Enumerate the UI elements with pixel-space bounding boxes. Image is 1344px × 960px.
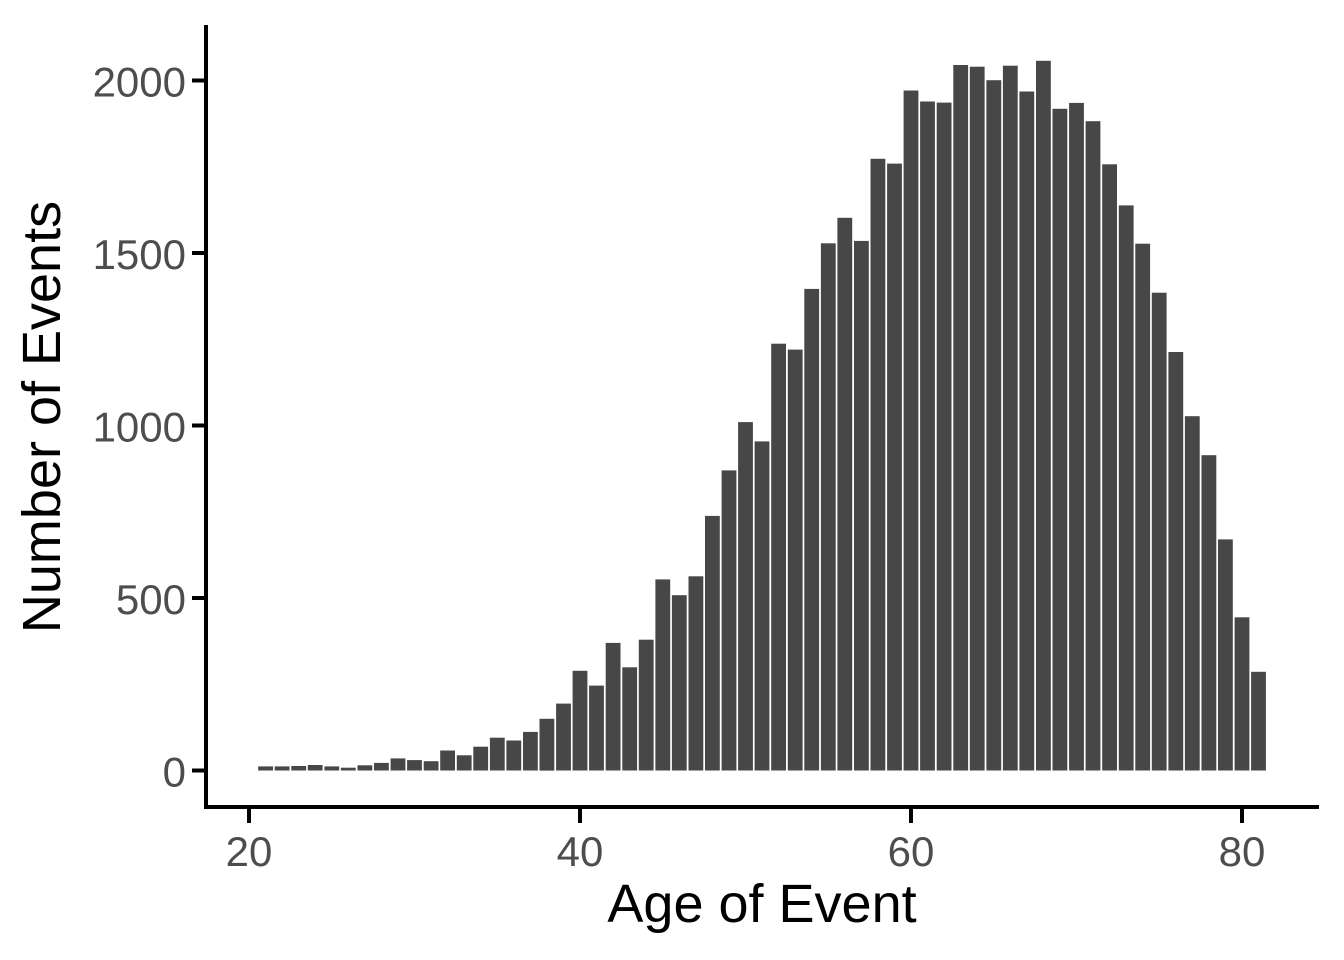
histogram-bar: [622, 667, 638, 771]
x-tick-label: 40: [557, 828, 604, 875]
histogram-bar: [638, 639, 654, 771]
y-tick-mark: [192, 251, 204, 255]
histogram-bar: [1218, 539, 1233, 771]
histogram-bar: [1052, 108, 1068, 771]
histogram-bar: [506, 740, 522, 771]
x-tick-mark: [909, 809, 913, 823]
axis-lines-group: [204, 25, 1319, 809]
histogram-bar: [456, 755, 472, 771]
histogram-bar: [489, 737, 505, 771]
histogram-bar: [340, 767, 356, 771]
histogram-bar: [589, 685, 604, 771]
histogram-bar: [1184, 416, 1200, 771]
bars-group: [258, 60, 1266, 771]
histogram-bar: [671, 595, 687, 771]
histogram-bar: [705, 515, 720, 771]
histogram-bar: [837, 217, 853, 771]
histogram-bar: [258, 766, 273, 771]
histogram-bar: [804, 288, 820, 771]
x-axis-line: [204, 805, 1319, 809]
y-tick-label: 2000: [93, 59, 186, 106]
histogram-bar: [1234, 617, 1250, 771]
y-tick-label: 1500: [93, 231, 186, 278]
tick-marks-group: [192, 78, 1244, 823]
histogram-bar: [324, 766, 340, 771]
histogram-bar: [1201, 455, 1217, 771]
histogram-bar: [903, 90, 919, 771]
histogram-bar: [539, 718, 555, 771]
y-axis-title: Number of Events: [12, 201, 72, 633]
x-tick-mark: [578, 809, 582, 823]
y-tick-label: 500: [116, 576, 186, 623]
histogram-bar: [688, 576, 704, 771]
histogram-bar: [1036, 60, 1051, 771]
histogram-bar: [721, 470, 737, 771]
histogram-bar: [1069, 102, 1084, 771]
y-tick-mark: [192, 596, 204, 600]
tick-labels-group: 20 40 60 80 0 500 1000 1500 2000: [93, 59, 1266, 876]
histogram-bar: [423, 761, 439, 771]
histogram-bar: [920, 101, 935, 771]
histogram-bar: [1002, 65, 1018, 771]
histogram-bar: [1019, 91, 1035, 771]
histogram-bar: [374, 762, 389, 771]
x-tick-mark: [247, 809, 251, 823]
histogram-bar: [655, 579, 671, 771]
histogram-bar: [407, 760, 422, 771]
x-tick-mark: [1240, 809, 1244, 823]
y-tick-mark: [192, 768, 204, 773]
histogram-bar: [1151, 292, 1167, 771]
histogram-bar: [1085, 121, 1101, 771]
y-tick-mark: [192, 78, 204, 83]
histogram-bar: [870, 158, 886, 771]
histogram-bar: [1135, 243, 1151, 771]
histogram-bar: [738, 422, 753, 771]
histogram-bar: [307, 765, 323, 771]
x-axis-title: Age of Event: [607, 874, 916, 934]
histogram-bar: [887, 163, 902, 771]
x-tick-label: 80: [1219, 828, 1266, 875]
histogram-bar: [523, 731, 538, 771]
x-tick-label: 20: [226, 828, 273, 875]
histogram-bar: [1102, 164, 1117, 771]
histogram-bar: [854, 240, 869, 771]
histogram-bar: [986, 80, 1002, 771]
y-tick-label: 0: [163, 749, 186, 796]
histogram-bar: [1118, 205, 1134, 771]
histogram-bar: [473, 746, 489, 771]
y-tick-label: 1000: [93, 404, 186, 451]
x-tick-label: 60: [888, 828, 935, 875]
histogram-bar: [1168, 352, 1184, 771]
y-axis-line: [204, 25, 208, 809]
histogram-bar: [820, 243, 836, 771]
histogram-bar: [390, 758, 406, 771]
histogram-bar: [357, 765, 373, 771]
y-tick-mark: [192, 423, 204, 428]
histogram-bar: [1251, 671, 1266, 771]
histogram-bar: [440, 750, 455, 771]
histogram-bar: [605, 642, 621, 771]
histogram-bar: [969, 66, 985, 771]
histogram-bar: [274, 766, 290, 771]
histogram-bar: [754, 441, 770, 771]
histogram-bar: [953, 65, 969, 771]
histogram-bar: [787, 349, 803, 771]
histogram-bar: [572, 670, 588, 771]
histogram-bar: [291, 766, 307, 771]
histogram-bar: [556, 703, 571, 771]
histogram-bar: [771, 343, 786, 771]
histogram-bar: [936, 102, 952, 771]
